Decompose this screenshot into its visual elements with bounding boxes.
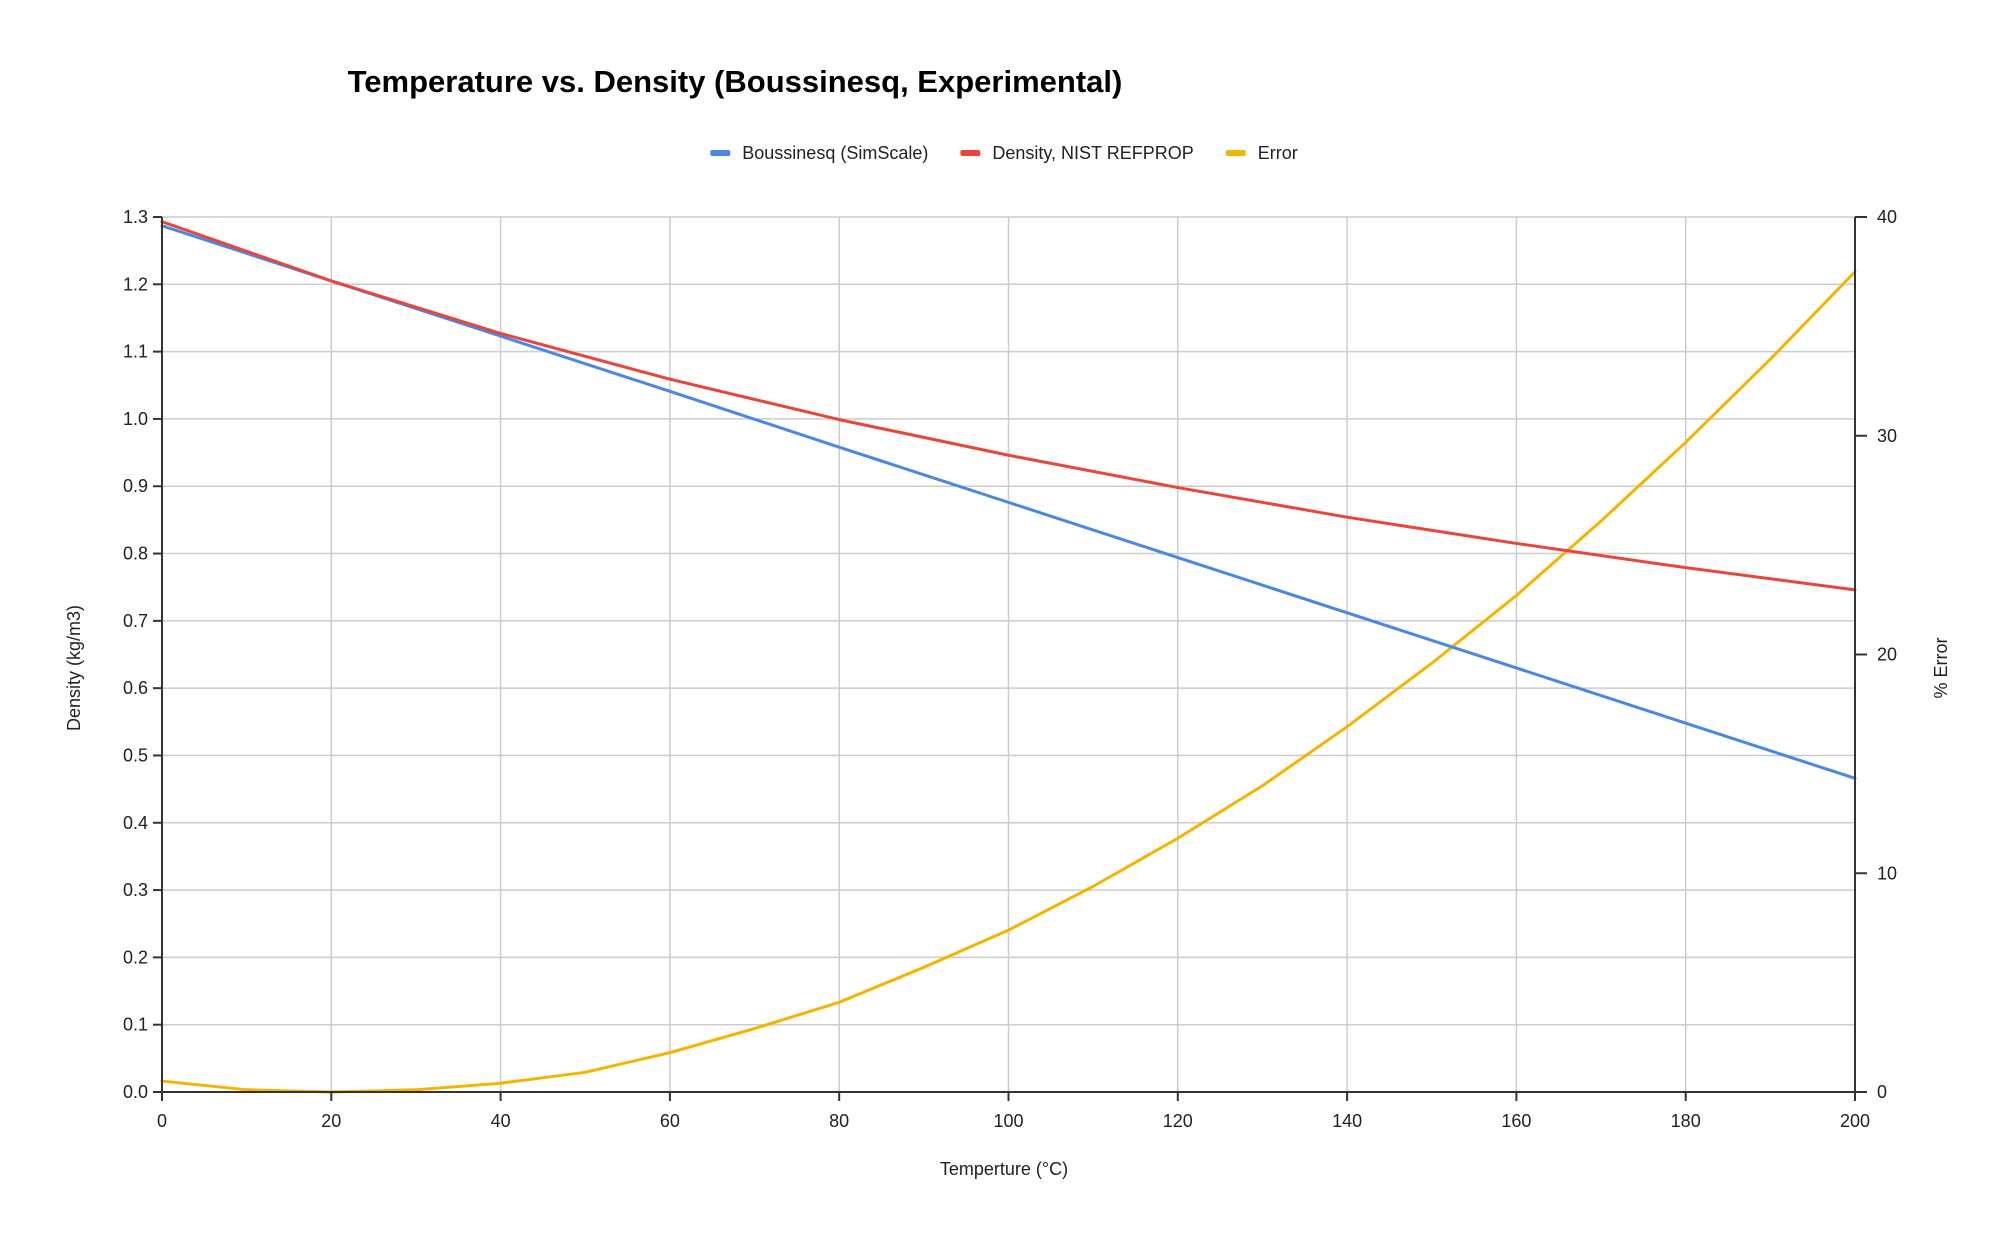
y-tick-label: 0.2	[123, 947, 148, 967]
series-layer	[160, 220, 1857, 1094]
y-tick-label: 0.6	[123, 678, 148, 698]
legend-swatch	[960, 150, 981, 156]
series-line-boussinesq-simscale	[160, 224, 1857, 780]
y2-axis-title: % Error	[1931, 637, 1951, 698]
y2-tick-label: 20	[1877, 645, 1897, 665]
legend-swatch	[710, 150, 731, 156]
legend-label: Error	[1258, 143, 1298, 163]
x-tick-label: 140	[1332, 1111, 1362, 1131]
x-tick-label: 80	[829, 1111, 849, 1131]
x-tick-label: 0	[157, 1111, 167, 1131]
x-tick-label: 60	[660, 1111, 680, 1131]
y-tick-label: 0.7	[123, 611, 148, 631]
y-tick-label: 0.8	[123, 544, 148, 564]
series-line-density-nist-refprop	[160, 220, 1857, 592]
y-axis-title: Density (kg/m3)	[64, 605, 84, 731]
y-tick-label: 1.0	[123, 409, 148, 429]
y-tick-label: 0.5	[123, 745, 148, 765]
y-tick-label: 1.3	[123, 207, 148, 227]
x-tick-label: 180	[1671, 1111, 1701, 1131]
x-tick-label: 160	[1501, 1111, 1531, 1131]
axes: 0 20 40 60 80 100 120 140 160 180 2000.00.10.20.30…	[123, 207, 1897, 1131]
legend: Boussinesq (SimScale) Density, NIST REFPR…	[710, 143, 1298, 163]
y2-tick-label: 30	[1877, 426, 1897, 446]
legend-label: Boussinesq (SimScale)	[742, 143, 928, 163]
y-tick-label: 0.3	[123, 880, 148, 900]
legend-label: Density, NIST REFPROP	[992, 143, 1193, 163]
chart-title: Temperature vs. Density (Boussinesq, Exp…	[348, 64, 1123, 99]
x-tick-label: 200	[1840, 1111, 1870, 1131]
y2-tick-label: 0	[1877, 1082, 1887, 1102]
y2-tick-label: 10	[1877, 863, 1897, 883]
y-tick-label: 0.9	[123, 476, 148, 496]
x-tick-label: 120	[1163, 1111, 1193, 1131]
y-tick-label: 0.0	[123, 1082, 148, 1102]
y-tick-label: 0.1	[123, 1015, 148, 1035]
y-tick-label: 1.2	[123, 274, 148, 294]
y2-tick-label: 40	[1877, 207, 1897, 227]
x-axis-title: Temperture (°C)	[940, 1159, 1068, 1179]
x-tick-label: 100	[993, 1111, 1023, 1131]
legend-swatch	[1225, 150, 1246, 156]
x-tick-label: 20	[321, 1111, 341, 1131]
grid	[162, 216, 1855, 1092]
y-tick-label: 1.1	[123, 342, 148, 362]
x-tick-label: 40	[491, 1111, 511, 1131]
series-line-error	[160, 270, 1857, 1094]
y-tick-label: 0.4	[123, 813, 148, 833]
